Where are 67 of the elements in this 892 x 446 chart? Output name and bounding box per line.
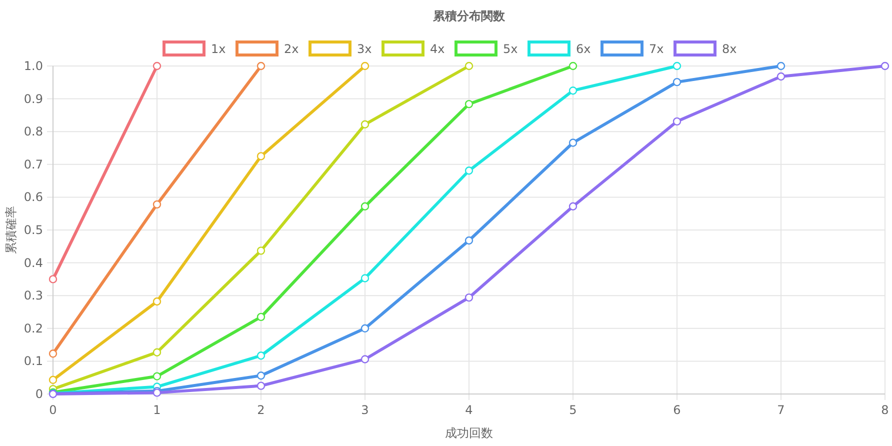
point <box>568 138 578 147</box>
y-tick-label: 0.9 <box>24 92 43 106</box>
point <box>256 382 266 390</box>
point <box>464 62 474 70</box>
x-tick-label: 4 <box>465 403 473 417</box>
y-tick-label: 0.7 <box>24 157 43 172</box>
point <box>256 62 266 70</box>
point <box>360 355 370 364</box>
legend-label: 8x <box>722 42 737 56</box>
point <box>776 72 786 81</box>
point <box>464 236 474 245</box>
y-axis-title: 累積確率 <box>4 206 18 254</box>
x-axis-title: 成功回数 <box>445 426 493 440</box>
y-tick-label: 0.6 <box>24 190 43 204</box>
point <box>776 62 786 70</box>
point <box>256 312 266 322</box>
point <box>360 202 370 210</box>
point <box>48 275 58 284</box>
y-tick-label: 0.5 <box>24 223 43 237</box>
x-tick-label: 3 <box>361 403 369 417</box>
y-tick-label: 0.3 <box>24 288 43 303</box>
point <box>672 62 682 70</box>
y-tick-label: 0.4 <box>24 256 43 270</box>
point <box>152 200 162 209</box>
point <box>152 297 162 306</box>
y-tick-label: 0.2 <box>24 321 43 336</box>
y-tick-label: 0.1 <box>24 354 43 368</box>
point <box>464 100 474 108</box>
point <box>568 86 578 95</box>
legend-label: 5x <box>503 42 518 56</box>
point <box>152 62 162 70</box>
point <box>880 62 890 70</box>
legend-label: 3x <box>357 42 372 56</box>
point <box>464 166 474 175</box>
legend-label: 7x <box>649 42 664 56</box>
point <box>568 62 578 70</box>
legend-label: 2x <box>284 42 299 56</box>
x-tick-label: 8 <box>881 403 889 417</box>
legend-label: 6x <box>576 42 591 56</box>
x-tick-label: 1 <box>153 403 161 417</box>
point <box>48 350 58 358</box>
point <box>152 348 162 356</box>
y-tick-label: 0.8 <box>24 124 43 139</box>
point <box>672 78 682 86</box>
point <box>360 274 370 282</box>
point <box>568 202 578 210</box>
y-tick-label: 0 <box>35 387 43 401</box>
point <box>256 352 266 360</box>
legend-label: 1x <box>211 42 226 56</box>
point <box>256 372 266 380</box>
x-tick-label: 2 <box>257 403 265 417</box>
point <box>360 120 370 128</box>
point <box>464 293 474 302</box>
x-tick-label: 7 <box>777 403 785 417</box>
point <box>48 376 58 384</box>
point <box>152 372 162 380</box>
chart-title: 累積分布関数 <box>432 9 506 23</box>
point <box>256 152 266 160</box>
point <box>672 117 682 126</box>
legend-label: 4x <box>430 42 445 56</box>
point <box>360 324 370 332</box>
x-tick-label: 6 <box>673 403 681 417</box>
x-tick-label: 5 <box>569 403 577 417</box>
y-tick-label: 1.0 <box>24 59 43 73</box>
x-tick-label: 0 <box>49 403 57 417</box>
point <box>256 246 266 255</box>
point <box>360 62 370 70</box>
